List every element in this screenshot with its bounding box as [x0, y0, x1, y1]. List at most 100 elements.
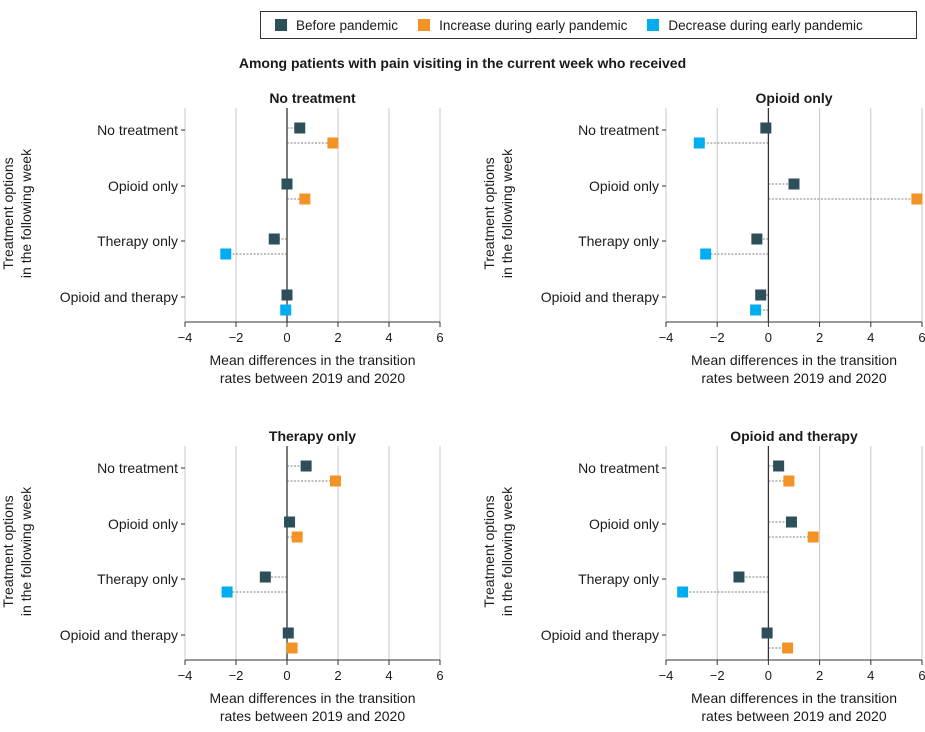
- before-marker: [755, 289, 767, 301]
- category-label: No treatment: [97, 122, 178, 138]
- before-marker: [281, 178, 293, 190]
- category-label: Therapy only: [578, 233, 659, 249]
- category-label: Opioid and therapy: [541, 627, 659, 643]
- decrease-marker: [750, 304, 762, 316]
- increase-marker: [327, 137, 339, 149]
- category-label: Therapy only: [578, 571, 659, 587]
- before-marker: [294, 122, 306, 134]
- category-label: Opioid and therapy: [60, 627, 178, 643]
- decrease-marker: [693, 137, 705, 149]
- increase-marker: [911, 193, 923, 205]
- category-label: Opioid only: [108, 178, 178, 194]
- category-label: Opioid and therapy: [541, 289, 659, 305]
- increase-marker: [783, 475, 795, 487]
- category-label: No treatment: [97, 460, 178, 476]
- panel-3: Therapy only −4 −2 0 2 4 6 Mean differences in …: [0, 428, 444, 724]
- x-axis-label: Mean differences in the transition rates …: [691, 690, 897, 724]
- legend-label-decrease: Decrease during early pandemic: [668, 17, 863, 33]
- x-tick-label: −4: [659, 330, 674, 345]
- decrease-marker: [220, 248, 232, 260]
- category-label: Opioid only: [108, 516, 178, 532]
- panel-2: Opioid only −4 −2 0 2 4 6 Mean differences in t…: [481, 90, 925, 386]
- x-tick-label: 2: [334, 330, 341, 345]
- panel-title: Opioid and therapy: [730, 428, 858, 444]
- y-axis-label: Treatment options in the following week: [0, 148, 34, 278]
- x-tick-label: 4: [867, 668, 874, 683]
- x-axis-label: Mean differences in the transition rates …: [210, 690, 416, 724]
- x-tick-label: 4: [385, 668, 392, 683]
- before-marker: [259, 571, 271, 583]
- category-label: Opioid and therapy: [60, 289, 178, 305]
- x-tick-label: 6: [918, 668, 925, 683]
- panel-title: Opioid only: [756, 90, 833, 106]
- x-tick-label: −2: [710, 668, 725, 683]
- x-tick-label: 2: [334, 668, 341, 683]
- before-marker: [788, 178, 800, 190]
- increase-marker: [782, 642, 794, 654]
- increase-marker: [291, 531, 303, 543]
- category-label: No treatment: [578, 460, 659, 476]
- legend-swatch-before: [275, 19, 287, 31]
- x-tick-label: 2: [816, 668, 823, 683]
- x-tick-label: −2: [229, 668, 244, 683]
- main-title: Among patients with pain visiting in the…: [238, 55, 687, 71]
- category-label: Opioid only: [589, 178, 659, 194]
- decrease-marker: [677, 586, 689, 598]
- legend-label-before: Before pandemic: [296, 17, 399, 33]
- x-axis-label: Mean differences in the transition rates …: [210, 352, 416, 386]
- x-tick-label: −4: [659, 668, 674, 683]
- y-axis-label: Treatment options in the following week: [0, 486, 34, 616]
- legend-label-increase: Increase during early pandemic: [439, 17, 628, 33]
- before-marker: [300, 460, 312, 472]
- x-tick-label: 2: [816, 330, 823, 345]
- x-tick-label: −2: [710, 330, 725, 345]
- before-marker: [785, 516, 797, 528]
- panel-title: Therapy only: [269, 428, 356, 444]
- x-tick-label: 6: [918, 330, 925, 345]
- x-tick-label: 0: [283, 668, 290, 683]
- panel-4: Opioid and therapy −4 −2 0 2 4 6 Mean differenc…: [481, 428, 925, 724]
- x-tick-label: 6: [436, 330, 443, 345]
- legend-item-increase: Increase during early pandemic: [418, 18, 627, 33]
- category-label: Therapy only: [97, 571, 178, 587]
- category-label: Opioid only: [589, 516, 659, 532]
- legend-swatch-decrease: [647, 19, 660, 31]
- x-tick-label: 4: [867, 330, 874, 345]
- category-label: Therapy only: [97, 233, 178, 249]
- x-tick-label: 0: [765, 668, 772, 683]
- y-axis-label: Treatment options in the following week: [481, 148, 515, 278]
- before-marker: [281, 289, 293, 301]
- y-axis-label: Treatment options in the following week: [481, 486, 515, 616]
- x-tick-label: 0: [765, 330, 772, 345]
- legend-item-before: Before pandemic: [275, 18, 398, 33]
- increase-marker: [807, 531, 819, 543]
- x-tick-label: −2: [229, 330, 244, 345]
- x-tick-label: 0: [283, 330, 290, 345]
- increase-marker: [286, 642, 298, 654]
- x-tick-label: −4: [178, 668, 193, 683]
- before-marker: [761, 627, 773, 639]
- before-marker: [733, 571, 745, 583]
- before-marker: [773, 460, 785, 472]
- before-marker: [760, 122, 772, 134]
- legend: Before pandemic Increase during early pa…: [260, 11, 917, 39]
- increase-marker: [329, 475, 341, 487]
- before-marker: [268, 233, 280, 245]
- legend-swatch-increase: [418, 19, 431, 31]
- legend-item-decrease: Decrease during early pandemic: [647, 17, 863, 33]
- decrease-marker: [221, 586, 233, 598]
- before-marker: [282, 627, 294, 639]
- category-label: No treatment: [578, 122, 659, 138]
- before-marker: [751, 233, 763, 245]
- x-tick-label: 6: [436, 668, 443, 683]
- before-marker: [284, 516, 296, 528]
- x-axis-label: Mean differences in the transition rates …: [691, 352, 897, 386]
- decrease-marker: [280, 304, 292, 316]
- increase-marker: [299, 193, 311, 205]
- panel-title: No treatment: [269, 90, 356, 106]
- panel-1: No treatment −4 −2 0 2 4 6 Mean differences in …: [0, 90, 444, 386]
- decrease-marker: [700, 248, 712, 260]
- x-tick-label: 4: [385, 330, 392, 345]
- x-tick-label: −4: [178, 330, 193, 345]
